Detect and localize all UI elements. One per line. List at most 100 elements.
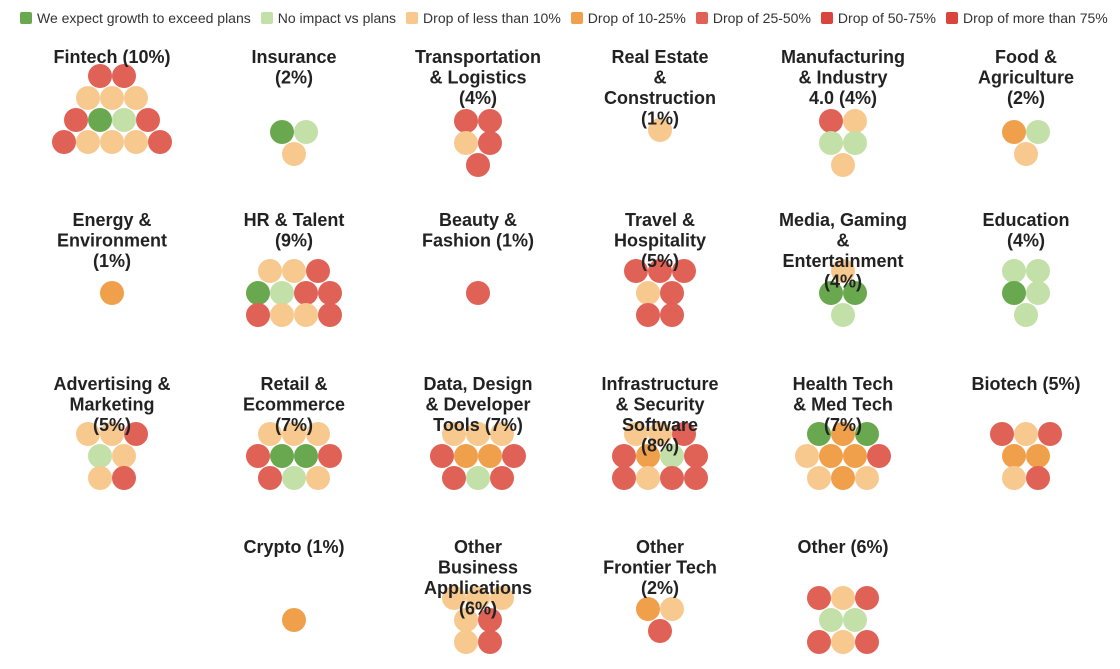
bubble-drop_lt10 (282, 259, 306, 283)
bubble-drop_lt10 (1014, 142, 1038, 166)
bubble-drop_lt10 (648, 422, 672, 446)
bubble-drop_lt10 (76, 422, 100, 446)
bubble-drop_lt10 (282, 422, 306, 446)
bubble-drop_10_25 (478, 444, 502, 468)
panel: Manufacturing & Industry 4.0 (4%) (781, 47, 905, 177)
bubble-drop_lt10 (795, 444, 819, 468)
bubble-drop_10_25 (831, 422, 855, 446)
legend-item-drop_10_25: Drop of 10-25% (570, 10, 686, 26)
bubble-drop_25_50 (306, 259, 330, 283)
bubble-drop_lt10 (306, 466, 330, 490)
legend-label: Drop of 50-75% (837, 10, 936, 26)
bubble-no_impact (294, 120, 318, 144)
bubble-no_growth (855, 422, 879, 446)
bubble-drop_25_50 (246, 303, 270, 327)
bubble-drop_lt10 (660, 597, 684, 621)
bubble-no_impact (831, 303, 855, 327)
bubble-no_growth (270, 444, 294, 468)
panel-title: Real Estate & Construction (1%) (604, 47, 716, 129)
bubble-drop_lt10 (466, 422, 490, 446)
bubble-drop_25_50 (112, 466, 136, 490)
bubble-drop_25_50 (867, 444, 891, 468)
panel: Media, Gaming & Entertainment (4%) (779, 210, 907, 327)
bubble-drop_25_50 (660, 303, 684, 327)
legend-label: Drop of more than 75% (962, 10, 1108, 26)
bubble-drop_lt10 (831, 153, 855, 177)
bubble-drop_25_50 (148, 130, 172, 154)
bubble-drop_25_50 (318, 444, 342, 468)
bubble-drop_25_50 (684, 466, 708, 490)
legend-swatch (695, 12, 708, 24)
bubble-no_impact (112, 108, 136, 132)
panel-title: Manufacturing & Industry 4.0 (4%) (781, 47, 905, 108)
bubble-no_impact (1002, 259, 1026, 283)
bubble-drop_25_50 (807, 630, 831, 654)
legend-item-drop_lt10: Drop of less than 10% (406, 10, 561, 26)
bubble-drop_25_50 (672, 422, 696, 446)
bubble-no_impact (1026, 120, 1050, 144)
bubble-drop_25_50 (466, 153, 490, 177)
panel-title: Energy & Environment (1%) (57, 210, 167, 271)
bubble-drop_lt10 (88, 466, 112, 490)
bubble-drop_lt10 (258, 259, 282, 283)
panel: Advertising & Marketing (5%) (53, 374, 171, 490)
panel-title: Other Business Applications (6%) (424, 537, 532, 619)
panel: Travel & Hospitality (5%) (614, 210, 706, 327)
bubble-drop_25_50 (64, 108, 88, 132)
panel: Data, Design & Developer Tools (7%) (423, 374, 533, 490)
legend-swatch (406, 12, 419, 24)
bubble-drop_25_50 (124, 422, 148, 446)
bubble-drop_25_50 (502, 444, 526, 468)
bubble-drop_lt10 (648, 118, 672, 142)
bubble-no_impact (819, 131, 843, 155)
panel-title: Biotech (5%) (971, 374, 1080, 394)
bubble-drop_25_50 (112, 64, 136, 88)
bubble-no_growth (270, 120, 294, 144)
panel-title: Beauty & Fashion (1%) (422, 210, 534, 251)
bubble-no_growth (843, 281, 867, 305)
bubble-drop_10_25 (100, 281, 124, 305)
panel-title: Transportation & Logistics (4%) (415, 47, 541, 108)
bubble-drop_lt10 (454, 630, 478, 654)
bubble-drop_lt10 (855, 466, 879, 490)
legend-item-drop_25_50: Drop of 25-50% (695, 10, 811, 26)
legend-swatch (20, 12, 32, 24)
bubble-drop_25_50 (442, 466, 466, 490)
panel: Fintech (10%) (52, 47, 172, 154)
panel-title: Insurance (2%) (251, 47, 336, 88)
legend: We expect growth to exceed plans No impac… (20, 10, 1108, 26)
bubble-drop_25_50 (478, 608, 502, 632)
bubble-drop_10_25 (454, 444, 478, 468)
bubble-no_growth (1002, 281, 1026, 305)
panel: Real Estate & Construction (1%) (604, 47, 716, 142)
bubble-drop_25_50 (819, 109, 843, 133)
bubble-drop_lt10 (76, 86, 100, 110)
bubble-drop_25_50 (258, 466, 282, 490)
panel-title: Health Tech & Med Tech (7%) (793, 374, 894, 435)
bubble-no_impact (1026, 259, 1050, 283)
bubble-no_impact (88, 444, 112, 468)
bubble-drop_10_25 (819, 444, 843, 468)
bubble-drop_10_25 (636, 444, 660, 468)
bubble-drop_lt10 (831, 630, 855, 654)
bubble-drop_25_50 (478, 630, 502, 654)
bubble-drop_25_50 (855, 630, 879, 654)
bubble-drop_25_50 (660, 466, 684, 490)
bubble-drop_25_50 (624, 259, 648, 283)
bubble-drop_lt10 (294, 303, 318, 327)
panel-title: Crypto (1%) (243, 537, 344, 557)
legend-swatch (820, 12, 833, 24)
bubble-drop_lt10 (807, 466, 831, 490)
bubble-drop_lt10 (1002, 466, 1026, 490)
bubble-drop_25_50 (318, 303, 342, 327)
bubble-drop_lt10 (100, 130, 124, 154)
legend-label: We expect growth to exceed plans (37, 10, 251, 26)
bubble-no_growth (807, 422, 831, 446)
bubble-drop_lt10 (100, 422, 124, 446)
bubble-drop_25_50 (318, 281, 342, 305)
bubble-drop_lt10 (454, 131, 478, 155)
panel-title: Other (6%) (797, 537, 888, 557)
bubble-drop_lt10 (282, 142, 306, 166)
